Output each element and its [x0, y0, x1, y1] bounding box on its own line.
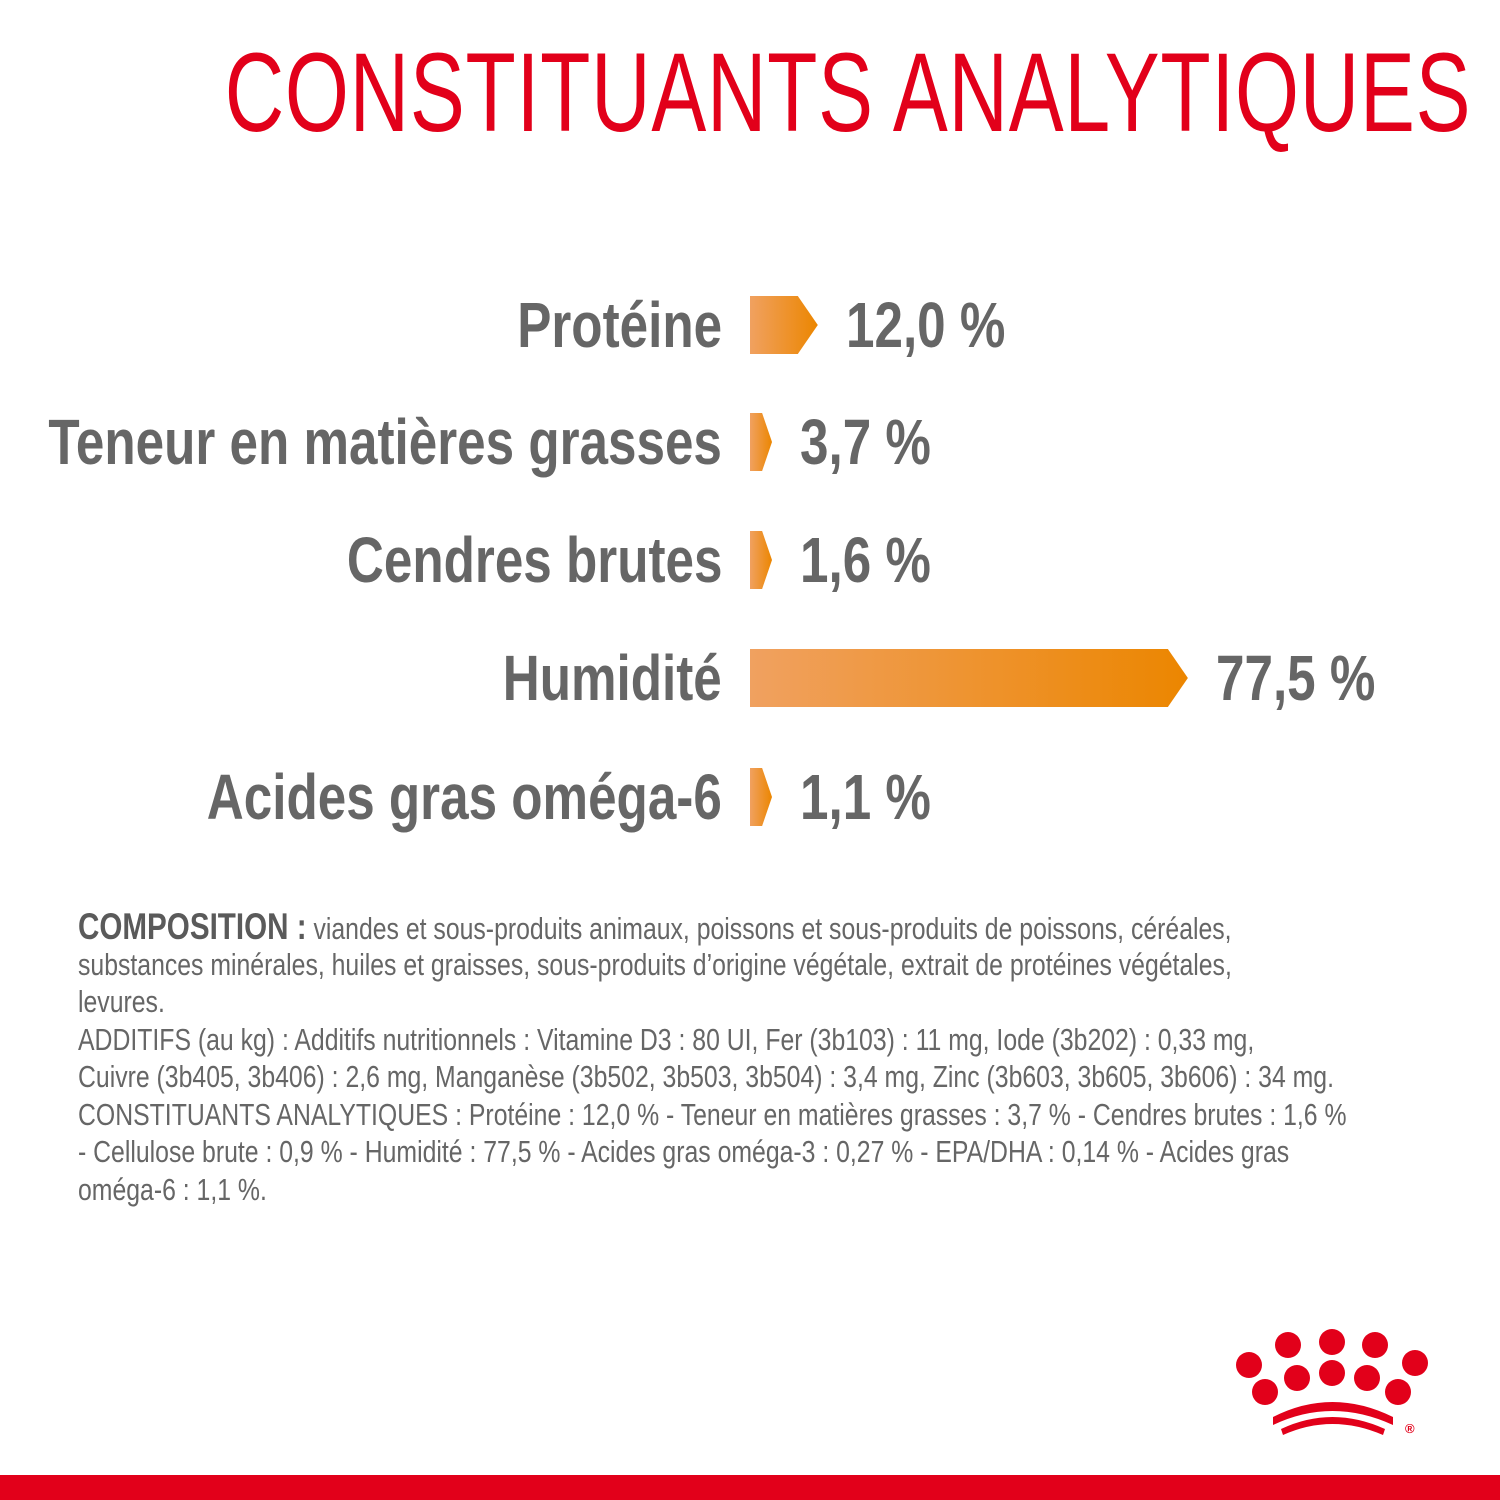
- page-title: CONSTITUANTS ANALYTIQUES: [224, 30, 1472, 155]
- additives-line-0: ADDITIFS (au kg) : Additifs nutritionnel…: [78, 1021, 1255, 1057]
- chart-row: Acides gras oméga-6 1,1 %: [0, 757, 1500, 837]
- composition-line-2: levures.: [78, 984, 165, 1019]
- value-label: 1,6 %: [800, 524, 931, 596]
- bar: [750, 296, 818, 354]
- bar-shape: [750, 296, 818, 354]
- royal-canin-crown-logo: ®: [1236, 1329, 1428, 1436]
- constituents-line-1: - Cellulose brute : 0,9 % - Humidité : 7…: [78, 1134, 1290, 1169]
- additives-line-1: Cuivre (3b405, 3b406) : 2,6 mg, Manganès…: [78, 1059, 1334, 1094]
- composition-label: COMPOSITION :: [78, 906, 307, 947]
- category-label: Cendres brutes: [346, 524, 722, 596]
- svg-text:®: ®: [1405, 1421, 1415, 1436]
- composition-line-1: substances minérales, huiles et graisses…: [78, 946, 1232, 982]
- value-label: 77,5 %: [1215, 642, 1376, 714]
- category-label: Protéine: [517, 289, 722, 361]
- composition-line-0: COMPOSITION : viandes et sous-produits a…: [78, 906, 1232, 947]
- bar-shape: [750, 768, 772, 826]
- value-label: 1,1 %: [800, 761, 931, 833]
- category-label: Humidité: [502, 642, 722, 714]
- chart-row: Cendres brutes 1,6 %: [0, 520, 1500, 600]
- value-label: 12,0 %: [845, 289, 1006, 361]
- composition-text: COMPOSITION : viandes et sous-produits a…: [78, 908, 1500, 1208]
- category-label: Acides gras oméga-6: [206, 761, 722, 833]
- value-label: 3,7 %: [800, 406, 931, 478]
- bar-shape: [750, 649, 1188, 707]
- bar: [750, 649, 1188, 707]
- bar-shape: [750, 413, 772, 471]
- bar: [750, 768, 772, 826]
- category-label: Teneur en matières grasses: [48, 406, 722, 478]
- bar: [750, 531, 772, 589]
- constituents-line-0: CONSTITUANTS ANALYTIQUES : Protéine : 12…: [78, 1096, 1347, 1132]
- constituents-line-2: oméga-6 : 1,1 %.: [78, 1171, 267, 1207]
- chart-row: Humidité 77,5 %: [0, 638, 1500, 718]
- bar: [750, 413, 772, 471]
- footer-bar: [0, 1475, 1500, 1500]
- bar-shape: [750, 531, 772, 589]
- chart-row: Protéine 12,0 %: [0, 285, 1500, 365]
- chart-row: Teneur en matières grasses 3,7 %: [0, 402, 1500, 482]
